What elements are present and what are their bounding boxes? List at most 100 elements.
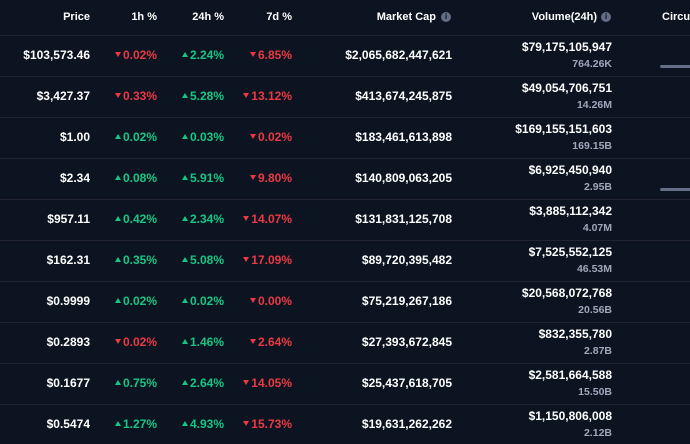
- price: $0.5474: [46, 417, 90, 431]
- row-divider: [0, 35, 690, 36]
- percent-text: 0.00%: [257, 294, 292, 308]
- volume: $79,175,105,947: [521, 40, 612, 54]
- percent-text: 0.75%: [122, 376, 157, 390]
- percent-change: 0.03%: [181, 130, 224, 144]
- price: $2.34: [59, 171, 90, 185]
- percent-text: 4.93%: [189, 417, 224, 431]
- percent-text: 5.08%: [189, 253, 224, 267]
- volume-units: 15.50B: [578, 386, 612, 398]
- percent-change: 2.34%: [181, 212, 224, 226]
- supply-bar: [660, 188, 690, 191]
- volume: $1,150,806,008: [528, 409, 612, 423]
- trend-up-icon: [181, 216, 188, 222]
- volume-units: 2.87B: [583, 345, 612, 357]
- percent-text: 0.42%: [122, 212, 157, 226]
- row-divider: [0, 281, 690, 282]
- percent-change: 1.27%: [114, 417, 157, 431]
- info-icon[interactable]: i: [601, 12, 611, 22]
- trend-up-icon: [181, 52, 188, 58]
- trend-down-icon: [243, 257, 250, 263]
- percent-text: 0.35%: [122, 253, 157, 267]
- column-header[interactable]: 24h %: [192, 11, 224, 23]
- percent-text: 0.08%: [122, 171, 157, 185]
- percent-change: 0.02%: [181, 294, 224, 308]
- trend-down-icon: [243, 380, 250, 386]
- trend-down-icon: [114, 52, 121, 58]
- row-divider: [0, 363, 690, 364]
- market-cap: $19,631,262,262: [361, 417, 452, 431]
- trend-up-icon: [181, 93, 188, 99]
- percent-text: 1.27%: [122, 417, 157, 431]
- price: $103,573.46: [23, 48, 90, 62]
- info-icon[interactable]: i: [441, 12, 451, 22]
- volume: $832,355,780: [538, 327, 612, 341]
- trend-up-icon: [114, 175, 121, 181]
- trend-down-icon: [243, 216, 250, 222]
- percent-text: 0.02%: [122, 294, 157, 308]
- percent-change: 17.09%: [243, 253, 292, 267]
- column-header[interactable]: 7d %: [266, 11, 292, 23]
- percent-text: 13.12%: [251, 89, 292, 103]
- percent-text: 17.09%: [251, 253, 292, 267]
- column-header[interactable]: Market Cap: [376, 11, 436, 23]
- market-cap: $27,393,672,845: [361, 335, 452, 349]
- trend-up-icon: [181, 257, 188, 263]
- percent-text: 0.02%: [122, 130, 157, 144]
- volume-units: 764.26K: [572, 58, 612, 70]
- percent-change: 0.00%: [249, 294, 292, 308]
- supply-bar: [660, 65, 690, 68]
- percent-change: 5.91%: [181, 171, 224, 185]
- percent-change: 0.33%: [114, 89, 157, 103]
- trend-up-icon: [114, 134, 121, 140]
- percent-change: 2.64%: [181, 376, 224, 390]
- percent-change: 14.05%: [243, 376, 292, 390]
- market-cap: $140,809,063,205: [355, 171, 452, 185]
- percent-change: 0.75%: [114, 376, 157, 390]
- row-divider: [0, 240, 690, 241]
- trend-down-icon: [114, 93, 121, 99]
- trend-up-icon: [181, 298, 188, 304]
- percent-text: 5.28%: [189, 89, 224, 103]
- percent-text: 0.02%: [122, 48, 157, 62]
- percent-text: 0.02%: [257, 130, 292, 144]
- market-cap: $413,674,245,875: [355, 89, 452, 103]
- price: $3,427.37: [36, 89, 90, 103]
- percent-text: 15.73%: [251, 417, 292, 431]
- column-header[interactable]: Price: [63, 11, 90, 23]
- trend-down-icon: [243, 421, 250, 427]
- percent-text: 1.46%: [189, 335, 224, 349]
- column-header[interactable]: 1h %: [131, 11, 157, 23]
- row-divider: [0, 158, 690, 159]
- volume: $20,568,072,768: [521, 286, 612, 300]
- percent-change: 0.08%: [114, 171, 157, 185]
- market-cap: $183,461,613,898: [355, 130, 452, 144]
- volume: $49,054,706,751: [521, 81, 612, 95]
- column-header[interactable]: Volume(24h): [531, 11, 597, 23]
- percent-text: 0.02%: [122, 335, 157, 349]
- percent-text: 2.24%: [189, 48, 224, 62]
- percent-change: 0.02%: [114, 335, 157, 349]
- percent-text: 14.07%: [251, 212, 292, 226]
- percent-change: 4.93%: [181, 417, 224, 431]
- percent-text: 9.80%: [257, 171, 292, 185]
- volume-units: 20.56B: [578, 304, 612, 316]
- trend-down-icon: [249, 175, 256, 181]
- volume-units: 2.95B: [583, 181, 612, 193]
- volume: $3,885,112,342: [529, 204, 612, 218]
- price: $0.9999: [46, 294, 90, 308]
- column-header[interactable]: Circulating Supply: [662, 11, 690, 23]
- row-divider: [0, 117, 690, 118]
- price: $957.11: [47, 212, 90, 226]
- percent-text: 0.02%: [189, 294, 224, 308]
- trend-up-icon: [114, 380, 121, 386]
- volume: $7,525,552,125: [528, 245, 612, 259]
- trend-up-icon: [114, 257, 121, 263]
- row-divider: [0, 404, 690, 405]
- percent-change: 6.85%: [249, 48, 292, 62]
- volume: $6,925,450,940: [528, 163, 612, 177]
- row-divider: [0, 76, 690, 77]
- volume-units: 14.26M: [576, 99, 612, 111]
- percent-text: 2.64%: [257, 335, 292, 349]
